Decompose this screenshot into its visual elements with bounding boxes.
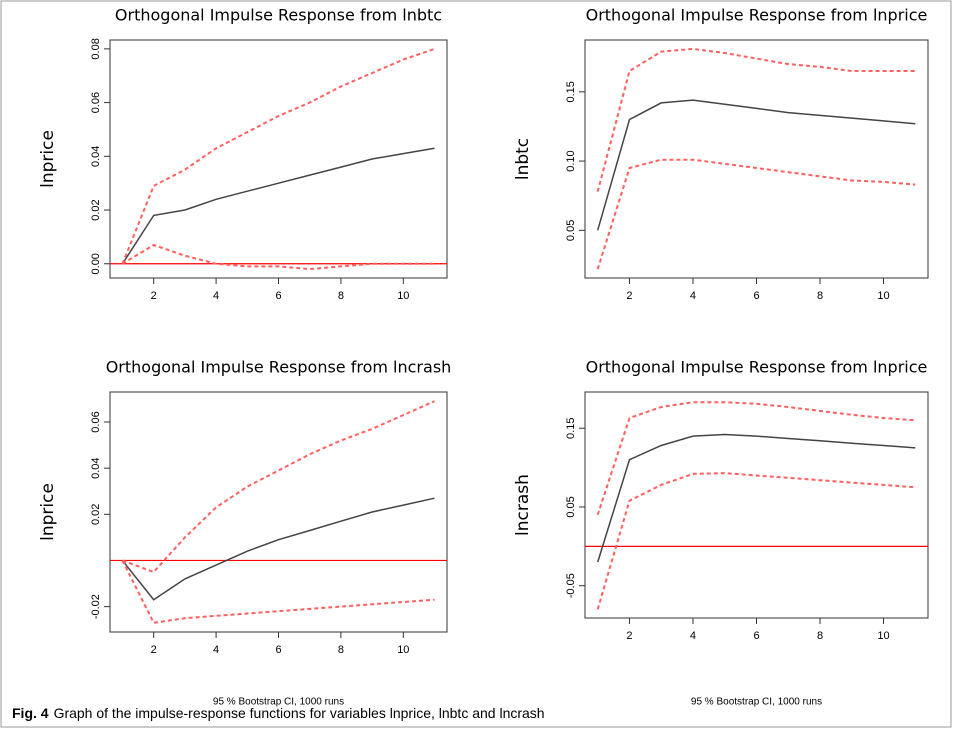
y-tick-label: -0.02 <box>90 594 102 619</box>
y-tick-label: 0.05 <box>565 220 577 241</box>
x-tick-label: 8 <box>817 630 823 642</box>
chart-title: Orthogonal Impulse Response from lncrash <box>106 358 452 377</box>
ci-line <box>596 47 916 192</box>
x-tick-label: 6 <box>275 290 281 302</box>
caption: Fig. 4 Graph of the impulse-response func… <box>12 705 545 721</box>
x-tick-label: 10 <box>397 644 409 656</box>
y-tick-label: 0.00 <box>90 253 102 274</box>
response-line <box>596 99 916 231</box>
chart-title: Orthogonal Impulse Response from lnprice <box>586 6 928 25</box>
x-tick-label: 6 <box>275 644 281 656</box>
y-tick-label: 0.02 <box>90 199 102 220</box>
ci-line <box>596 158 916 270</box>
y-tick-label: 0.06 <box>90 411 102 432</box>
chart-title: Orthogonal Impulse Response from lnbtc <box>115 6 442 25</box>
plot-box <box>584 391 929 619</box>
ci-line <box>122 400 435 574</box>
y-tick-label: 0.15 <box>565 418 577 439</box>
y-tick-label: 0.05 <box>565 496 577 517</box>
y-tick-label: 0.06 <box>90 92 102 113</box>
ci-line <box>596 472 916 610</box>
y-axis-label: lncrash <box>513 474 533 536</box>
y-axis-label: lnbtc <box>513 138 533 180</box>
x-tick-label: 8 <box>817 290 823 302</box>
x-tick-label: 2 <box>151 290 157 302</box>
x-tick-label: 2 <box>626 630 632 642</box>
x-tick-label: 4 <box>213 290 219 302</box>
y-tick-label: 0.15 <box>565 81 577 102</box>
x-tick-label: 4 <box>690 630 696 642</box>
y-tick-label: 0.08 <box>90 38 102 59</box>
x-tick-label: 8 <box>338 644 344 656</box>
y-axis-label: lnprice <box>38 130 58 188</box>
y-tick-label: 0.02 <box>90 504 102 525</box>
x-tick-label: 10 <box>877 290 889 302</box>
x-tick-label: 4 <box>690 290 696 302</box>
note: 95 % Bootstrap CI, 1000 runs <box>691 697 822 708</box>
caption-label: Fig. 4 <box>12 705 49 721</box>
x-tick-label: 10 <box>877 630 889 642</box>
x-tick-label: 8 <box>338 290 344 302</box>
chart-title: Orthogonal Impulse Response from lnprice <box>586 358 928 377</box>
y-axis-label: lnprice <box>38 483 58 541</box>
x-tick-label: 10 <box>397 290 409 302</box>
x-tick-label: 6 <box>753 630 759 642</box>
y-tick-label: -0.05 <box>565 573 577 598</box>
y-tick-label: 0.04 <box>90 146 102 167</box>
response-line <box>596 433 916 563</box>
y-tick-label: 0.04 <box>90 457 102 478</box>
plot-box <box>584 39 929 279</box>
note: 95 % Bootstrap CI, 1000 runs <box>213 697 344 708</box>
x-tick-label: 2 <box>151 644 157 656</box>
x-tick-label: 2 <box>626 290 632 302</box>
x-tick-label: 6 <box>753 290 759 302</box>
ci-line <box>596 401 916 516</box>
caption-text: Graph of the impulse-response functions … <box>54 705 545 721</box>
plot-box <box>109 39 448 279</box>
ci-line <box>121 560 435 624</box>
x-tick-label: 4 <box>213 644 219 656</box>
response-line <box>121 147 435 265</box>
y-tick-label: 0.10 <box>565 150 577 171</box>
ci-line <box>121 243 435 271</box>
ci-line <box>121 47 435 265</box>
response-line <box>121 497 435 601</box>
